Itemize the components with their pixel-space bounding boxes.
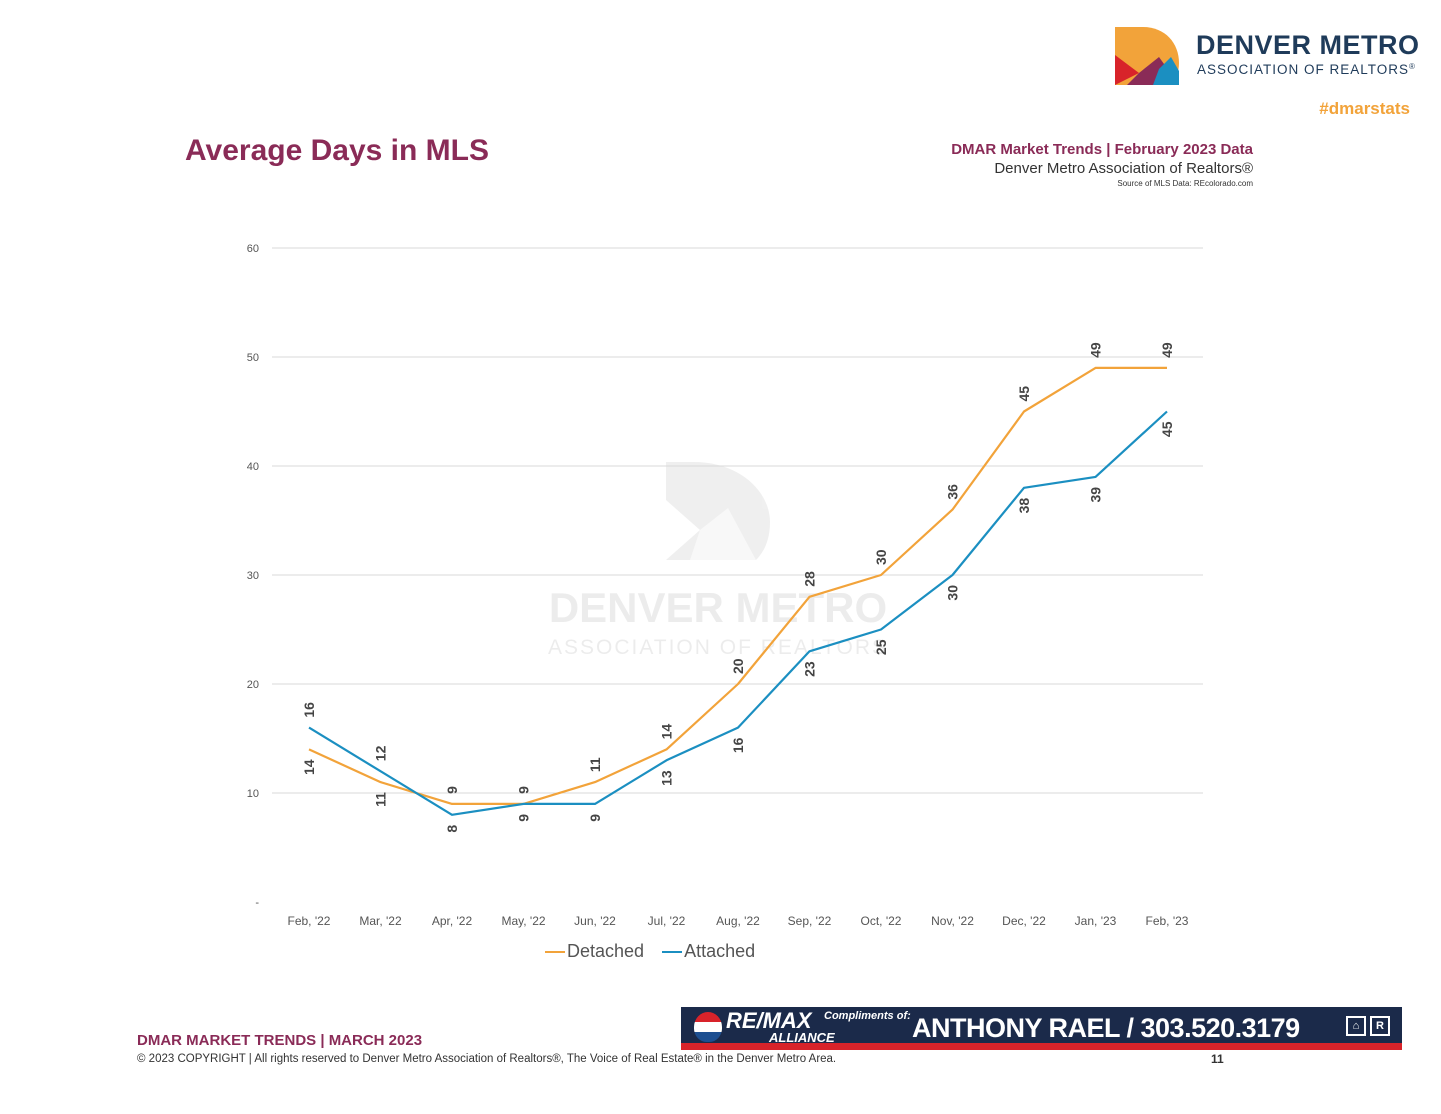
legend-item-detached: Detached [545, 941, 644, 962]
y-tick-label: 50 [247, 352, 259, 364]
y-tick-label: 30 [247, 570, 259, 582]
banner-compliments: Compliments of: [824, 1010, 911, 1022]
footer-title: DMAR MARKET TRENDS | MARCH 2023 [137, 1032, 423, 1049]
data-label-detached: 14 [301, 759, 317, 775]
data-label-attached: 45 [1159, 421, 1175, 437]
banner-brand-sub: ALLIANCE [769, 1030, 835, 1045]
legend-label-detached: Detached [567, 941, 645, 961]
data-label-attached: 23 [802, 661, 818, 677]
data-label-attached: 16 [301, 702, 317, 718]
data-label-attached: 30 [945, 585, 961, 601]
x-tick-label: Oct, '22 [861, 914, 902, 928]
realtor-icon: R [1370, 1016, 1390, 1036]
logo-line1: DENVER METRO [1196, 30, 1420, 60]
data-label-detached: 9 [444, 786, 460, 794]
agent-banner: RE/MAX ALLIANCE Compliments of: ANTHONY … [681, 1007, 1402, 1050]
data-label-detached: 20 [730, 658, 746, 674]
data-label-detached: 11 [587, 757, 603, 772]
series-line-attached [308, 410, 1168, 816]
x-tick-label: May, '22 [501, 914, 545, 928]
data-label-attached: 8 [444, 825, 460, 833]
watermark-line1: DENVER METRO [549, 584, 887, 631]
data-label-attached: 13 [659, 770, 675, 786]
y-tick-label: 10 [247, 788, 259, 800]
data-label-attached: 9 [516, 814, 532, 822]
data-label-detached: 9 [516, 786, 532, 794]
source-title: DMAR Market Trends | February 2023 Data [951, 141, 1253, 158]
balloon-icon [694, 1012, 722, 1042]
x-tick-label: Dec, '22 [1002, 914, 1046, 928]
x-tick-label: Sep, '22 [788, 914, 832, 928]
data-label-detached: 28 [802, 571, 818, 587]
y-tick-label: 20 [247, 679, 259, 691]
x-tick-label: Feb, '22 [288, 914, 331, 928]
x-tick-label: Nov, '22 [931, 914, 974, 928]
data-label-detached: 49 [1159, 342, 1175, 358]
data-label-attached: 39 [1088, 487, 1104, 503]
data-label-attached: 38 [1016, 498, 1032, 514]
x-tick-label: Feb, '23 [1146, 914, 1189, 928]
hashtag: #dmarstats [1319, 99, 1410, 118]
data-label-attached: 25 [873, 639, 889, 655]
data-label-detached: 30 [873, 549, 889, 565]
x-tick-label: Aug, '22 [716, 914, 760, 928]
legend-swatch-detached [545, 950, 565, 953]
y-tick-label: 60 [247, 243, 259, 255]
series-line-detached [308, 366, 1167, 806]
data-label-detached: 11 [373, 792, 389, 807]
x-tick-label: Jan, '23 [1075, 914, 1117, 928]
legend-swatch-attached [662, 950, 683, 953]
source-data-credit: Source of MLS Data: REcolorado.com [1117, 179, 1253, 188]
watermark-line2: ASSOCIATION OF REALTORS [548, 636, 888, 659]
x-tick-label: Jun, '22 [574, 914, 616, 928]
x-tick-label: Jul, '22 [648, 914, 686, 928]
legend-item-attached: Attached [662, 941, 755, 962]
banner-icons: ⌂ R [1346, 1016, 1390, 1036]
banner-brand: RE/MAX [726, 1008, 812, 1033]
x-tick-label: Apr, '22 [432, 914, 473, 928]
banner-stripe [681, 1043, 1402, 1050]
footer-copyright: © 2023 COPYRIGHT | All rights reserved t… [137, 1053, 837, 1065]
logo-line2: ASSOCIATION OF REALTORS® [1197, 62, 1416, 77]
page-number: 11 [1211, 1052, 1224, 1066]
data-label-attached: 12 [373, 745, 389, 761]
legend-label-attached: Attached [684, 941, 756, 961]
y-tick-label: 40 [247, 461, 259, 473]
data-label-detached: 45 [1016, 386, 1032, 402]
y-tick-label: - [255, 897, 259, 909]
data-label-attached: 9 [587, 814, 603, 822]
chart-legend: Detached Attached [545, 941, 755, 962]
data-label-attached: 16 [730, 737, 746, 753]
dmar-logo [1115, 27, 1179, 85]
data-label-detached: 49 [1088, 342, 1104, 358]
banner-agent: ANTHONY RAEL / 303.520.3179 [912, 1013, 1300, 1043]
data-label-detached: 36 [945, 484, 961, 500]
watermark: DENVER METRO ASSOCIATION OF REALTORS [548, 462, 888, 659]
source-org: Denver Metro Association of Realtors® [994, 160, 1253, 177]
page-title: Average Days in MLS [185, 134, 489, 167]
equal-housing-icon: ⌂ [1346, 1016, 1366, 1036]
x-tick-label: Mar, '22 [359, 914, 402, 928]
data-label-detached: 14 [659, 724, 675, 740]
